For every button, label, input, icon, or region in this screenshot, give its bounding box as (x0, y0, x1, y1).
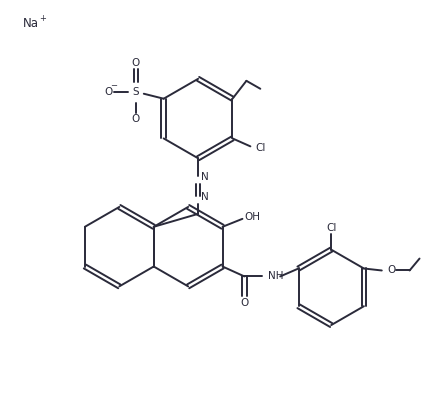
Text: N: N (201, 172, 209, 182)
Text: Na: Na (23, 17, 39, 30)
Text: N: N (201, 192, 209, 202)
Text: O: O (132, 113, 140, 124)
Text: Cl: Cl (255, 143, 265, 153)
Text: O: O (240, 298, 249, 308)
Text: S: S (133, 87, 139, 97)
Text: Cl: Cl (326, 223, 336, 233)
Text: +: + (39, 14, 46, 23)
Text: O: O (132, 58, 140, 68)
Text: O: O (388, 266, 396, 275)
Text: NH: NH (268, 271, 284, 281)
Text: O: O (104, 87, 112, 97)
Text: OH: OH (244, 212, 260, 222)
Text: −: − (111, 81, 117, 90)
